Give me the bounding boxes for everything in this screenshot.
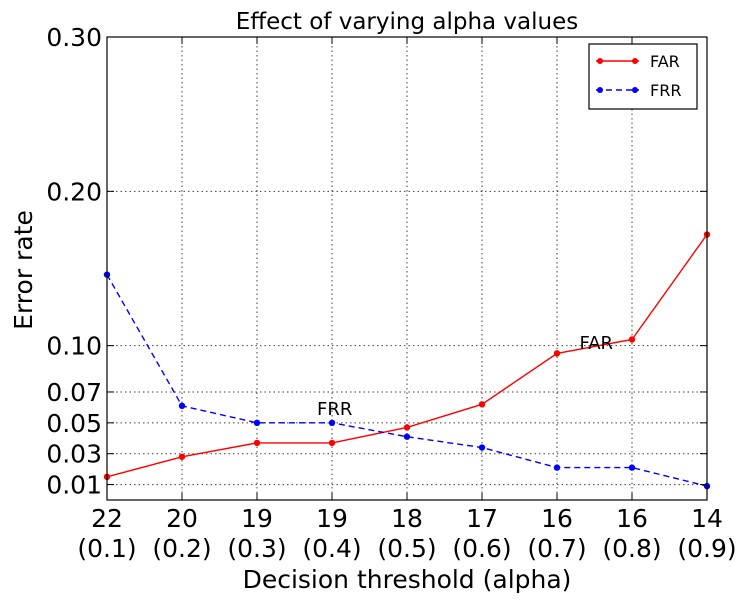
x-tick-label-alpha: (0.5) [377,534,436,563]
legend-marker [597,87,603,93]
legend-marker [632,87,638,93]
legend: FAR FRR [588,43,698,110]
x-tick-label-count: 14 [691,504,723,533]
data-point-frr [628,464,636,471]
x-tick-label-alpha: (0.7) [527,534,586,563]
data-point-far [478,401,486,408]
legend-label-far: FAR [650,52,680,71]
x-tick-label-count: 18 [391,504,423,533]
annotation-layer: FRR FAR [317,333,613,420]
data-point-frr [553,464,561,471]
legend-label-frr: FRR [650,81,681,100]
x-tick-label-count: 16 [541,504,573,533]
y-tick-label: 0.01 [46,471,102,500]
series-line-far [106,234,708,478]
legend-marker [597,58,603,64]
x-tick-label-alpha: (0.3) [227,534,286,563]
y-tick-label: 0.05 [46,409,102,438]
x-tick-label-alpha: (0.2) [152,534,211,563]
x-tick-label-alpha: (0.6) [452,534,511,563]
legend-box [588,43,698,110]
data-point-frr [478,444,486,451]
annotation-frr: FRR [317,399,352,420]
legend-marker [632,58,638,64]
data-point-far [553,350,561,357]
x-tick-label-count: 22 [91,504,123,533]
data-point-far [178,453,186,460]
data-point-frr [403,433,411,440]
annotation-far: FAR [580,333,614,354]
y-tick-label: 0.03 [46,440,102,469]
x-axis-label: Decision threshold (alpha) [243,565,572,594]
y-tick-label: 0.10 [46,332,102,361]
x-tick-label-count: 16 [616,504,648,533]
data-point-far [403,424,411,431]
data-point-frr [253,419,261,427]
tick-layer: 0.010.030.050.070.100.200.3022(0.1)20(0.… [46,23,736,563]
data-point-frr [178,402,186,410]
x-tick-label-alpha: (0.4) [302,534,361,563]
data-point-far [253,439,261,447]
chart-title: Effect of varying alpha values [236,9,579,35]
x-tick-label-alpha: (0.1) [77,534,136,563]
y-tick-label: 0.30 [46,23,102,52]
x-tick-label-count: 17 [466,504,498,533]
y-tick-label: 0.07 [46,378,102,407]
y-axis-label: Error rate [9,210,38,330]
y-tick-label: 0.20 [46,177,102,206]
data-point-far [628,336,636,343]
series-line-frr [106,274,708,487]
x-tick-label-count: 19 [241,504,273,533]
data-point-far [328,439,336,447]
legend-entries: FAR FRR [596,52,681,100]
data-point-frr [328,419,336,427]
x-tick-label-count: 19 [316,504,348,533]
series-layer [103,231,711,490]
x-tick-label-alpha: (0.9) [677,534,736,563]
x-tick-label-count: 20 [166,504,198,533]
x-tick-label-alpha: (0.8) [602,534,661,563]
